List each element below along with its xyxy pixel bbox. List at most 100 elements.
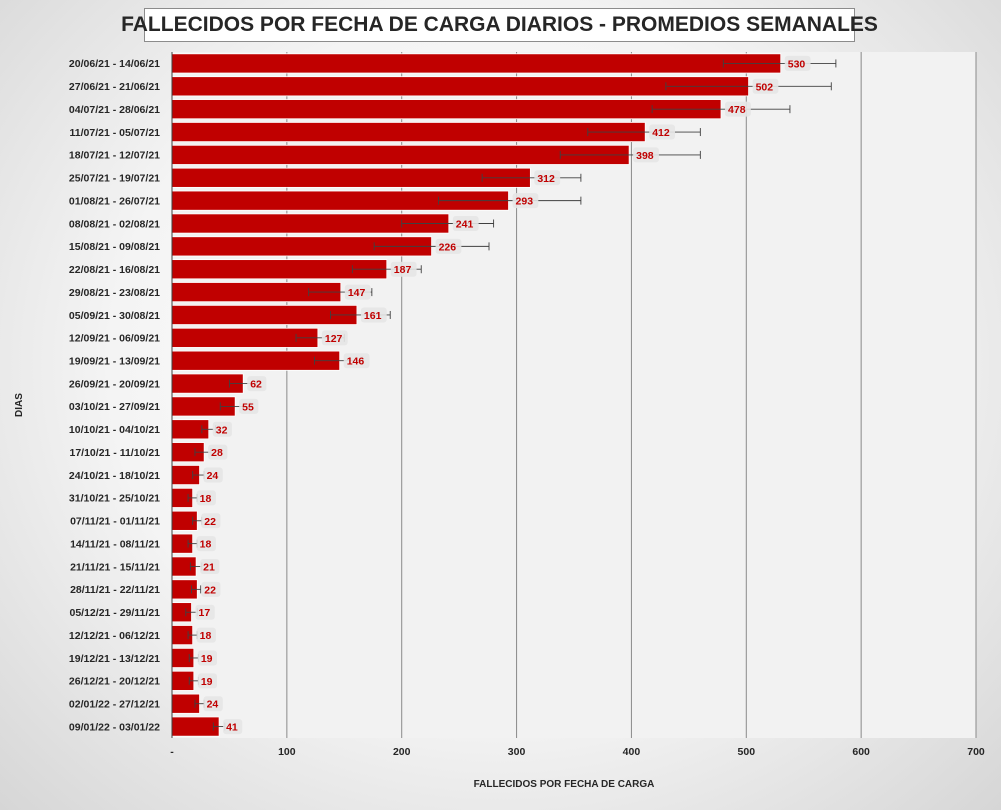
category-label: 26/09/21 - 20/09/21	[69, 378, 160, 390]
bar	[171, 53, 782, 74]
data-label: 24	[203, 467, 223, 483]
x-tick-label: 600	[852, 746, 870, 758]
svg-text:312: 312	[537, 173, 555, 185]
svg-text:55: 55	[242, 401, 254, 413]
svg-text:146: 146	[347, 356, 365, 368]
error-bar	[651, 105, 791, 114]
svg-text:18: 18	[200, 539, 212, 551]
data-label: 412	[649, 124, 676, 140]
category-label: 07/11/21 - 01/11/21	[70, 516, 160, 528]
category-label: 15/08/21 - 09/08/21	[69, 241, 160, 253]
data-label: 19	[197, 673, 218, 689]
svg-text:32: 32	[216, 424, 228, 436]
y-axis-title: DIAS	[14, 393, 25, 417]
x-tick-label: 400	[623, 746, 641, 758]
bar	[171, 76, 749, 97]
data-label: 18	[196, 490, 216, 506]
bar	[171, 99, 722, 120]
data-label: 24	[203, 696, 223, 712]
data-label: 21	[200, 559, 220, 574]
data-label: 22	[201, 581, 221, 597]
error-bar	[559, 150, 701, 159]
category-label: 12/12/21 - 06/12/21	[69, 630, 160, 642]
svg-text:478: 478	[728, 104, 746, 116]
svg-text:62: 62	[250, 379, 262, 391]
category-label: 11/07/21 - 05/07/21	[70, 127, 161, 139]
x-tick-label: 200	[393, 746, 411, 758]
plot-area	[172, 52, 976, 738]
data-label: 161	[360, 307, 387, 323]
x-tick-label: 700	[967, 746, 985, 758]
category-label: 17/10/21 - 11/10/21	[70, 447, 161, 459]
svg-text:412: 412	[652, 127, 670, 139]
category-label: 05/09/21 - 30/08/21	[69, 310, 160, 322]
svg-text:21: 21	[203, 562, 215, 574]
category-label: 01/08/21 - 26/07/21	[69, 195, 160, 207]
x-tick-label: 100	[278, 746, 296, 758]
svg-text:17: 17	[199, 607, 211, 619]
category-label: 27/06/21 - 21/06/21	[69, 81, 160, 93]
bar	[171, 716, 220, 737]
x-tick-labels: - 100 200 300 400 500 600 700	[170, 746, 985, 758]
error-bar	[722, 59, 837, 68]
svg-text:18: 18	[200, 493, 212, 505]
svg-text:147: 147	[348, 287, 366, 299]
category-label: 24/10/21 - 18/10/21	[69, 470, 160, 482]
bar	[171, 304, 358, 325]
bars	[171, 53, 782, 737]
category-label: 19/12/21 - 13/12/21	[69, 653, 160, 665]
error-bar	[587, 128, 701, 137]
x-axis-title: FALLECIDOS POR FECHA DE CARGA	[474, 779, 655, 790]
data-label: 55	[239, 398, 259, 414]
svg-text:24: 24	[207, 470, 219, 482]
svg-text:19: 19	[201, 653, 213, 665]
svg-text:161: 161	[364, 310, 382, 322]
data-label: 62	[247, 376, 267, 392]
category-label: 04/07/21 - 28/06/21	[69, 104, 160, 116]
category-labels: 20/06/21 - 14/06/21 27/06/21 - 21/06/21 04…	[69, 58, 160, 733]
svg-text:24: 24	[207, 699, 219, 711]
category-label: 10/10/21 - 04/10/21	[69, 424, 160, 436]
data-label: 18	[196, 627, 216, 643]
data-label: 32	[212, 421, 232, 437]
data-label: 478	[725, 101, 751, 117]
svg-text:28: 28	[211, 447, 223, 459]
gridlines	[286, 52, 977, 738]
data-label: 147	[344, 284, 371, 300]
data-label: 312	[534, 170, 561, 186]
svg-text:18: 18	[200, 630, 212, 642]
data-label: 226	[435, 238, 462, 254]
data-label: 146	[343, 353, 370, 369]
svg-text:41: 41	[226, 722, 238, 734]
data-label: 17	[195, 604, 215, 620]
svg-text:127: 127	[325, 333, 343, 345]
bar	[171, 167, 531, 188]
svg-text:22: 22	[204, 584, 216, 596]
x-tick-label: 500	[738, 746, 756, 758]
chart-title: FALLECIDOS POR FECHA DE CARGA DIARIOS - …	[121, 8, 878, 42]
error-bar	[665, 82, 832, 91]
data-label: 502	[752, 78, 779, 94]
category-label: 03/10/21 - 27/09/21	[69, 401, 160, 413]
data-label: 18	[196, 536, 216, 552]
svg-text:241: 241	[456, 219, 474, 231]
data-label: 293	[512, 193, 539, 209]
category-label: 02/01/22 - 27/12/21	[69, 699, 160, 711]
category-label: 19/09/21 - 13/09/21	[69, 356, 160, 368]
x-tick-label: 300	[508, 746, 526, 758]
category-label: 31/10/21 - 25/10/21	[69, 493, 160, 505]
category-label: 29/08/21 - 23/08/21	[69, 287, 160, 299]
category-label: 26/12/21 - 20/12/21	[69, 676, 160, 688]
svg-text:293: 293	[516, 196, 534, 208]
error-bar	[438, 196, 582, 205]
data-label: 127	[321, 330, 348, 346]
category-label: 14/11/21 - 08/11/21	[70, 538, 160, 550]
category-label: 20/06/21 - 14/06/21	[69, 58, 160, 70]
bar	[171, 122, 646, 143]
data-label: 187	[390, 261, 417, 277]
svg-text:226: 226	[439, 241, 457, 253]
category-label: 21/11/21 - 15/11/21	[70, 561, 160, 573]
